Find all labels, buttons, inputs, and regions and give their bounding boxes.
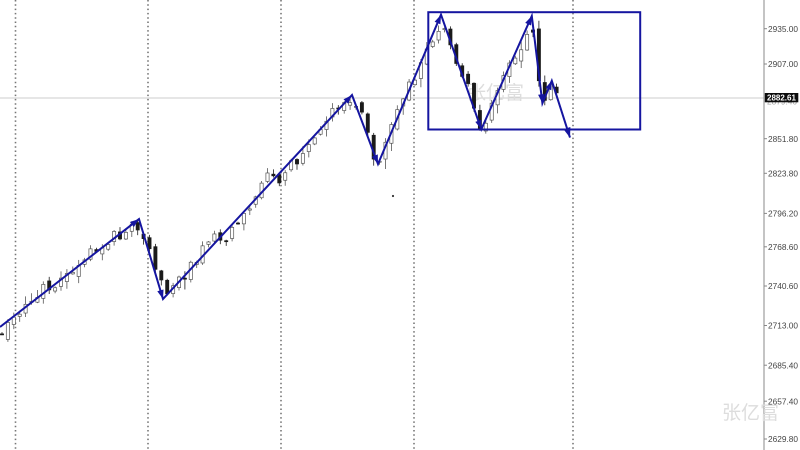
svg-text:2685.40: 2685.40	[768, 360, 798, 370]
svg-text:2796.20: 2796.20	[768, 209, 798, 219]
svg-text:2768.60: 2768.60	[768, 242, 798, 252]
svg-text:2851.80: 2851.80	[768, 134, 798, 144]
svg-text:2713.00: 2713.00	[768, 321, 798, 331]
svg-text:2882.61: 2882.61	[767, 93, 796, 102]
svg-text:2740.60: 2740.60	[768, 281, 798, 291]
svg-text:2629.80: 2629.80	[768, 434, 798, 444]
svg-text:2823.80: 2823.80	[768, 169, 798, 179]
svg-text:2907.00: 2907.00	[768, 59, 798, 69]
svg-text:2657.40: 2657.40	[768, 396, 798, 406]
svg-text:2935.00: 2935.00	[768, 24, 798, 34]
